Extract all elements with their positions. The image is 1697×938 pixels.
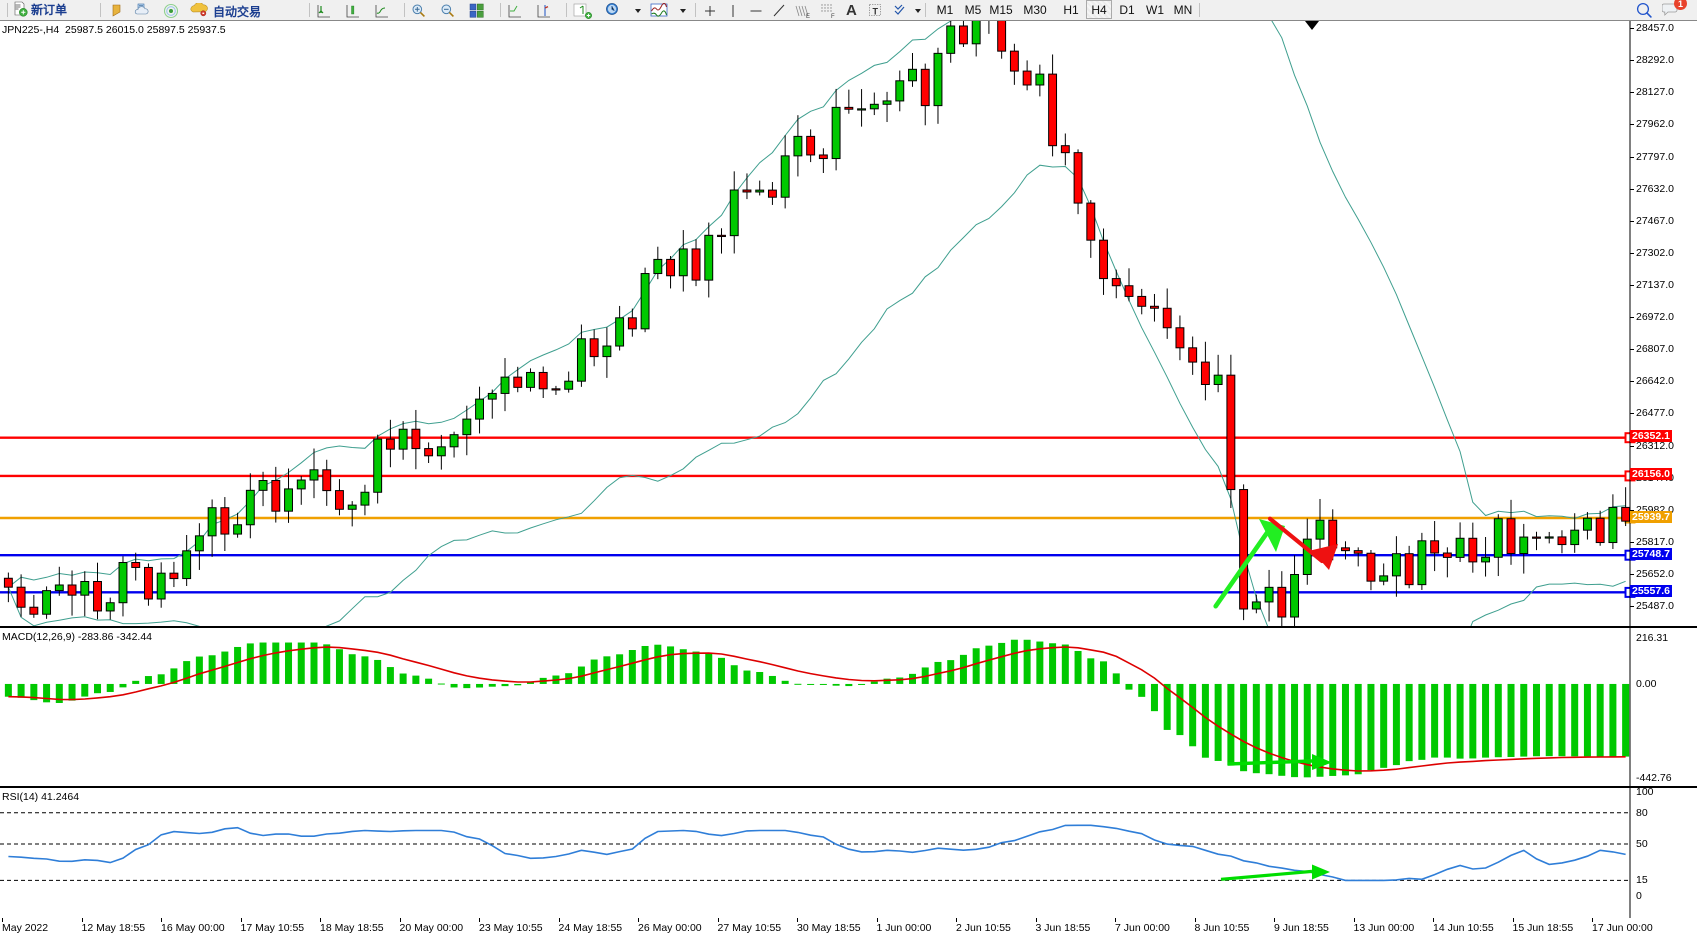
svg-text:T: T — [873, 7, 879, 17]
svg-text:E: E — [806, 14, 810, 19]
svg-text:F: F — [831, 14, 835, 19]
